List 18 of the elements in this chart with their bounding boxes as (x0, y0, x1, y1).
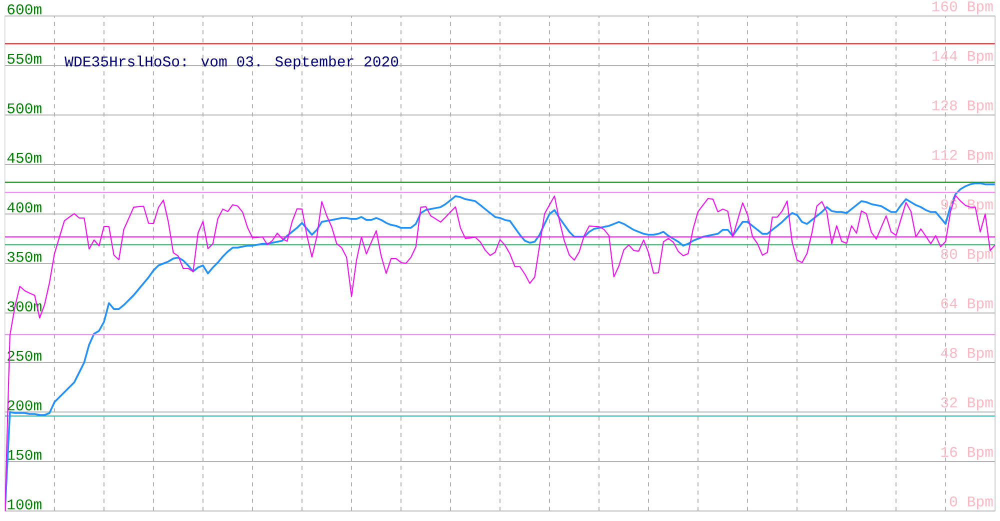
y2-tick-label: 80 Bpm (941, 248, 993, 262)
y-tick-label: 500m (8, 103, 42, 114)
y2-tick-label: 144 Bpm (932, 50, 993, 64)
y-tick-label: 550m (8, 54, 42, 64)
y2-tick-label: 16 Bpm (941, 446, 993, 460)
y-tick-label: 350m (8, 252, 42, 262)
y2-tick-label: 48 Bpm (940, 348, 993, 361)
y-tick-label: 400m (7, 202, 42, 212)
y2-tick-label: 112 Bpm (932, 150, 993, 163)
y-tick-label: 100m (8, 499, 42, 510)
y-tick-label: 450m (7, 152, 42, 163)
y2-tick-label: 160 Bpm (932, 1, 993, 14)
y2-tick-label: 128 Bpm (932, 100, 993, 114)
y2-tick-label: 0 Bpm (950, 496, 993, 510)
y2-tick-label: 32 Bpm (941, 397, 993, 410)
y2-tick-label: 64 Bpm (941, 298, 993, 312)
y-tick-label: 600m (8, 4, 42, 14)
text: WDE35HrslHoSo: vom 03. September 2020 (64, 56, 398, 70)
